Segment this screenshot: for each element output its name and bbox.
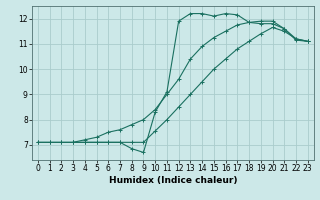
X-axis label: Humidex (Indice chaleur): Humidex (Indice chaleur) [108, 176, 237, 185]
